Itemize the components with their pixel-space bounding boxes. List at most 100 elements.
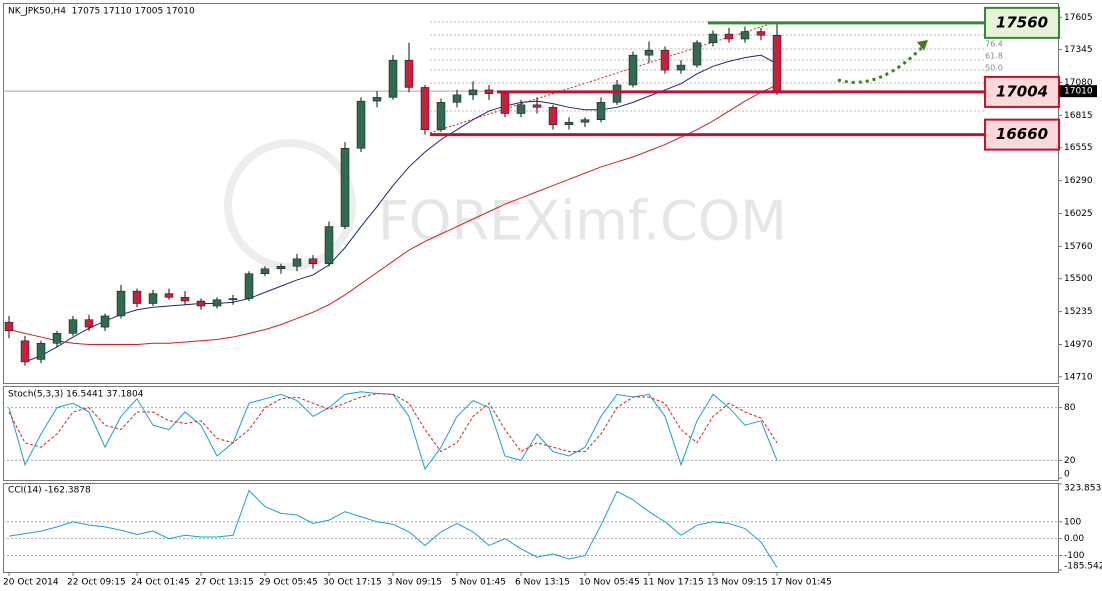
forecast-arrowhead [917,40,928,51]
x-tick-label: 3 Nov 09:15 [387,578,442,588]
candle-body [724,33,734,40]
candle-body [612,84,622,103]
chart-title: NK_JPK50,H4 17075 17110 17005 17010 [8,7,195,17]
y-tick-label: 15500 [1064,274,1093,284]
y-tick-label: 17345 [1064,45,1093,55]
candle-body [564,121,574,125]
x-tick-label: 29 Oct 05:45 [259,578,318,588]
candle-body [772,35,782,92]
candle-body [4,321,14,332]
x-tick-label: 17 Nov 01:45 [771,578,832,588]
cci-title: CCI(14) -162.3878 [8,486,91,496]
y-tick-label: 17605 [1064,13,1093,23]
level-label: 17004 [996,82,1048,100]
x-tick-label: 27 Oct 13:15 [195,578,254,588]
price-panel [3,3,1059,384]
candle-body [100,315,110,328]
stoch-panel [3,386,1059,481]
forecast-arrow [837,42,927,84]
fib-label: 76.4 [985,40,1003,49]
candle-body [340,148,350,227]
y-tick-label: 17080 [1064,78,1093,88]
candle-body [324,226,334,265]
indicator-line [8,489,778,568]
candle-body [692,42,702,66]
cci-panel [3,483,1059,573]
candle-body [516,104,526,114]
candle-body [388,59,398,98]
x-tick-label: 13 Nov 09:15 [707,578,768,588]
candle-body [68,319,78,334]
x-tick-label: 20 Oct 2014 [3,578,59,588]
candle-body [740,31,750,40]
candle-body [628,54,638,86]
candle-body [308,258,318,265]
candle-body [180,297,190,302]
candle-body [196,300,206,307]
y-tick-label: 0.00 [1064,534,1084,544]
candle-body [484,89,494,94]
current-price-tag [1059,85,1097,98]
y-tick-label: 14970 [1064,340,1093,350]
y-tick-label: 16815 [1064,111,1093,121]
candle-body [500,93,510,114]
candle-body [468,89,478,96]
candle-body [116,290,126,317]
candle-body [452,94,462,103]
x-tick-label: 11 Nov 17:15 [643,578,704,588]
y-tick-label: -100 [1064,551,1085,561]
candle-body [20,340,30,363]
y-tick-label: 15235 [1064,307,1093,317]
candle-body [276,266,286,270]
candle-body [372,97,382,102]
candle-body [84,319,94,328]
fib-label: 61.8 [985,52,1003,61]
candle-body [36,343,46,360]
watermark-logo [224,139,356,271]
level-box [984,118,1060,151]
candle-body [548,107,558,125]
indicator-line [8,393,778,453]
candle-body [404,59,414,88]
candle-body [244,273,254,299]
candle-body [260,268,270,274]
candle-body [356,100,366,149]
y-tick-label: -185.542 [1064,562,1102,572]
y-tick-label: 323.8537 [1064,484,1102,494]
candle-body [756,31,766,36]
candle-body [580,119,590,123]
x-tick-label: 10 Nov 05:45 [579,578,640,588]
candle-body [52,333,62,344]
x-tick-label: 5 Nov 01:45 [451,578,506,588]
fib-label: 50.0 [985,64,1003,73]
moving-average [24,54,778,363]
level-label: 17560 [996,13,1048,31]
current-price-label: 17010 [1064,87,1093,97]
stoch-title: Stoch(5,3,3) 16.5441 37.1804 [8,390,144,400]
candle-body [420,87,430,130]
y-tick-label: 0 [1064,470,1070,480]
candle-body [676,64,686,71]
y-tick-label: 14710 [1064,372,1093,382]
candle-body [164,293,174,298]
x-tick-label: 24 Oct 01:45 [131,578,190,588]
candle-body [292,258,302,267]
y-tick-label: 16555 [1064,143,1093,153]
y-tick-label: 16290 [1064,176,1093,186]
candle-body [228,298,238,301]
candle-body [708,33,718,43]
candle-body [532,104,542,108]
level-label: 16660 [996,125,1048,143]
y-tick-label: 80 [1064,403,1076,413]
y-tick-label: 20 [1064,456,1076,466]
y-tick-label: 16025 [1064,209,1093,219]
candle-body [436,102,446,130]
moving-average [8,84,778,346]
y-tick-label: 15760 [1064,242,1093,252]
y-tick-label: 100 [1064,517,1081,527]
candle-body [660,49,670,71]
watermark: FOREXimf.COM [378,190,787,253]
candle-body [644,49,654,56]
candle-body [596,102,606,120]
